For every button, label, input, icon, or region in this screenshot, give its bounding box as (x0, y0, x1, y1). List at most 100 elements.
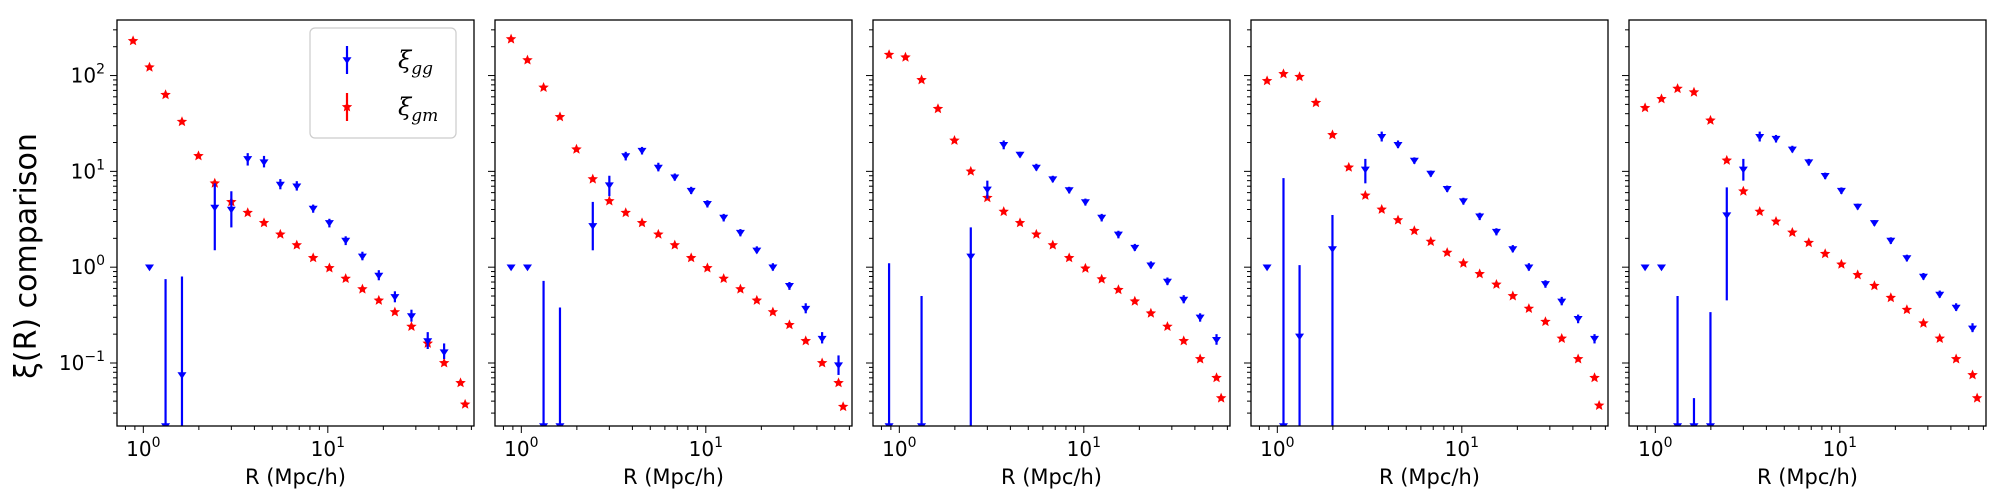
xi-gm-point (767, 306, 779, 317)
xi-gm-point (389, 306, 401, 317)
xi-gm-point (357, 283, 368, 294)
xi-gm-point (1869, 280, 1880, 291)
xi-gm-point (784, 319, 795, 330)
xi-gg-point (144, 264, 154, 272)
xi-gg-point (1262, 264, 1272, 272)
xi-gm-point (1885, 292, 1896, 303)
xi-gg-point (357, 253, 367, 261)
xi-gm-point (1261, 75, 1273, 86)
x-axis-label: R (Mpc/h) (1757, 465, 1858, 489)
xi-gm-point (883, 49, 895, 60)
xi-gm-point (1215, 392, 1227, 403)
xi-gg-point (917, 423, 927, 426)
xi-gm-point (1523, 303, 1535, 313)
xi-gm-point (538, 82, 549, 92)
xi-gg-point (653, 164, 663, 172)
xi-gm-point (1971, 392, 1983, 403)
x-axis-label: R (Mpc/h) (245, 465, 346, 489)
xi-gm-point (1211, 372, 1222, 383)
xi-gm-point (1836, 258, 1847, 269)
x-tick-label: 101 (311, 435, 345, 461)
xi-gg-point (1557, 298, 1567, 306)
xi-gg-point (670, 174, 680, 182)
xi-gg-point (784, 283, 794, 290)
xi-gg-point (1080, 199, 1090, 206)
y-tick-label: 10−1 (59, 349, 105, 375)
xi-gg-point (423, 338, 433, 345)
xi-gm-point (1162, 321, 1173, 331)
xi-gg-point (1771, 135, 1781, 143)
xi-gg-point (1755, 134, 1765, 141)
xi-gm-point (900, 51, 911, 62)
legend-label: ξgm (398, 93, 438, 126)
xi-gg-point (1968, 325, 1978, 333)
x-tick-label: 100 (1260, 435, 1294, 461)
xi-gg-point (1836, 187, 1846, 195)
xi-gm-point (324, 262, 335, 273)
xi-gm-point (751, 294, 762, 305)
xi-gm-point (1194, 353, 1206, 364)
xi-gg-point (1738, 166, 1748, 174)
x-axis-label: R (Mpc/h) (623, 465, 724, 489)
xi-gg-point (1212, 337, 1222, 344)
xi-gm-point (1474, 268, 1485, 279)
xi-gm-point (587, 173, 598, 184)
xi-gg-point (1853, 203, 1863, 211)
xi-gg-point (341, 237, 351, 245)
xi-gg-point (1656, 264, 1666, 272)
xi-gm-point (554, 111, 566, 122)
legend: ξgg ξgm (309, 27, 457, 139)
xi-gm-point (702, 262, 713, 273)
xi-gm-point (1294, 71, 1305, 82)
xi-gg-point (1360, 166, 1370, 174)
xi-gm-point (1458, 257, 1469, 268)
y-tick-label: 102 (71, 62, 105, 88)
xi-gm-point (833, 377, 844, 388)
xi-gg-point (539, 423, 549, 426)
xi-gm-point (653, 228, 664, 239)
xi-gm-point (718, 273, 729, 283)
xi-gg-point (308, 205, 318, 213)
xi-gm-point (1491, 279, 1502, 289)
xi-gg-point (1146, 262, 1156, 270)
panel-3: 100 101 R (Mpc/h) (866, 19, 1231, 489)
xi-gm-point (176, 116, 188, 127)
xi-gm-point (455, 377, 466, 388)
xi-gg-point (1640, 264, 1650, 272)
xi-gm-point (193, 150, 204, 161)
xi-gm-point (1852, 269, 1863, 280)
xi-gm-point (669, 239, 680, 250)
xi-gg-point (275, 181, 285, 189)
xi-gg-point (1377, 134, 1387, 141)
panel-data (505, 33, 849, 426)
y-tick-label: 100 (71, 253, 105, 279)
legend-label: ξgg (398, 46, 433, 79)
xi-gg-point (1409, 157, 1419, 165)
xi-gg-point (834, 362, 844, 370)
xi-gm-point (1031, 228, 1042, 239)
panel-4: 100 101 R (Mpc/h) (1244, 19, 1609, 489)
xi-gg-point (374, 272, 384, 280)
xi-gm-point (916, 74, 927, 85)
xi-gg-point (1442, 185, 1452, 193)
xi-gm-point (1672, 83, 1683, 94)
xi-gm-point (1360, 190, 1371, 200)
xi-gm-point (1145, 307, 1157, 318)
xi-gm-point (998, 206, 1009, 217)
xi-gm-point (406, 321, 417, 331)
xi-gg-point (817, 335, 827, 343)
xi-gm-point (1934, 333, 1945, 343)
panel-frame (1250, 19, 1609, 427)
xi-gm-point (685, 252, 697, 263)
xi-gm-point (837, 401, 849, 412)
xi-gg-point (177, 372, 187, 380)
xi-gg-point (621, 153, 631, 160)
panels: 100 101 10−1 100 101 102 R (Mpc/h) ξgg ξgm 100 101… (59, 19, 1987, 489)
xi-gg-point (1327, 246, 1337, 253)
xi-gg-point (884, 423, 894, 426)
xi-gm-point (1754, 206, 1765, 217)
xi-gm-point (438, 357, 450, 368)
xi-gm-point (258, 217, 270, 228)
xi-gm-point (800, 335, 811, 346)
xi-gm-point (340, 273, 351, 283)
